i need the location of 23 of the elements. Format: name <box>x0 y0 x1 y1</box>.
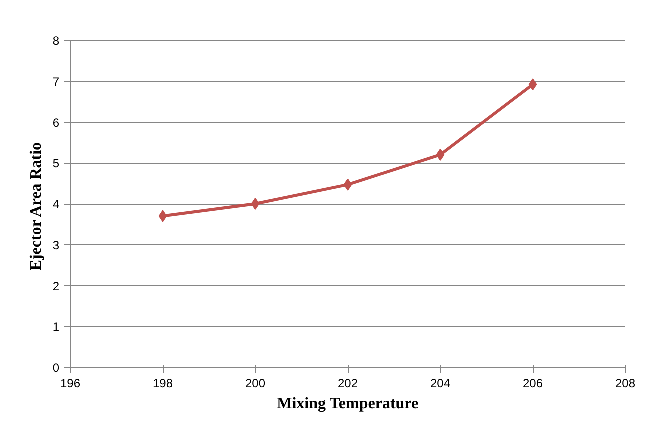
y-tick-label: 1 <box>52 320 60 334</box>
x-tick-label: 196 <box>60 376 81 390</box>
point <box>436 148 445 161</box>
x-tick-label: 206 <box>522 376 544 390</box>
x-tick-label: 208 <box>615 376 636 390</box>
y-tick-label: 5 <box>52 156 60 171</box>
x-tick-label: 198 <box>152 376 174 390</box>
x-axis-title: Mixing Temperature <box>277 396 419 412</box>
y-axis-title: Ejector Area Ratio <box>28 142 45 271</box>
x-tick-label: 200 <box>245 376 266 390</box>
y-tick-label: 0 <box>52 361 60 375</box>
y-tick-label: 8 <box>52 34 60 48</box>
point <box>251 198 260 210</box>
point <box>158 210 168 222</box>
point <box>344 178 352 191</box>
x-tick-label: 204 <box>430 376 451 390</box>
y-tick-label: 6 <box>52 116 60 130</box>
point <box>528 78 538 91</box>
y-tick-label: 3 <box>52 238 60 252</box>
x-tick-label: 202 <box>338 376 358 390</box>
y-tick-label: 4 <box>52 198 60 212</box>
y-tick-label: 2 <box>52 279 60 294</box>
y-tick-label: 7 <box>52 74 60 89</box>
